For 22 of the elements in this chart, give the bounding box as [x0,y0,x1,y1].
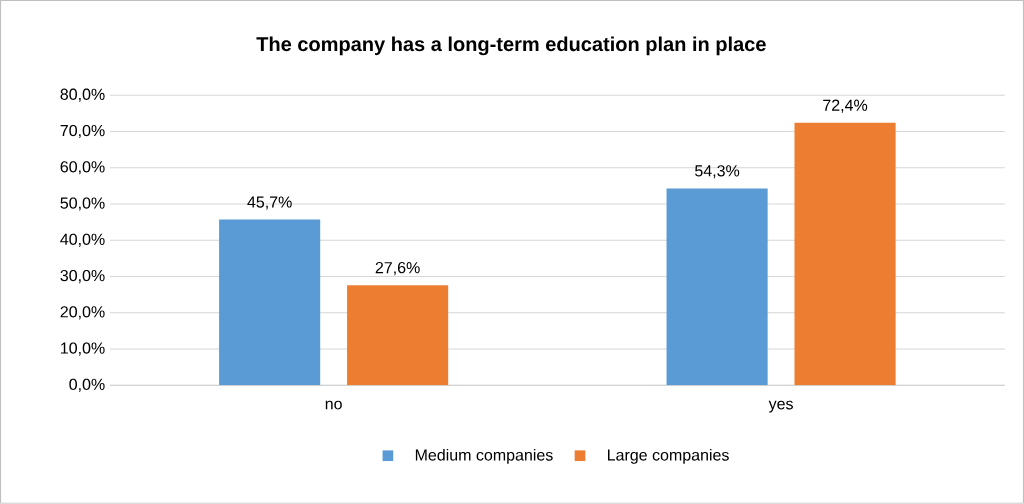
y-tick-label: 80,0% [60,88,105,102]
bar [666,188,768,386]
bar [794,122,896,386]
x-tick-label: no [325,400,342,410]
bar [219,219,321,386]
data-label: 45,7% [247,196,292,210]
data-label: 72,4% [823,99,868,113]
y-tick-label: 0,0% [69,378,105,392]
data-label: 54,3% [695,165,740,179]
y-tick-label: 30,0% [60,269,105,284]
legend-label: Medium companies [415,448,553,464]
bar [347,285,449,386]
legend-label: Large companies [608,448,729,464]
y-tick-label: 20,0% [60,306,105,320]
chart-title: The company has a long-term education plan in place [256,36,766,56]
data-label: 27,6% [375,262,420,276]
y-tick-label: 50,0% [60,197,105,211]
y-tick-label: 60,0% [60,161,105,175]
y-tick-label: 40,0% [60,233,105,247]
x-tick-label: yes [768,400,793,413]
y-tick-label: 10,0% [61,342,105,356]
y-tick-label: 70,0% [60,124,105,139]
